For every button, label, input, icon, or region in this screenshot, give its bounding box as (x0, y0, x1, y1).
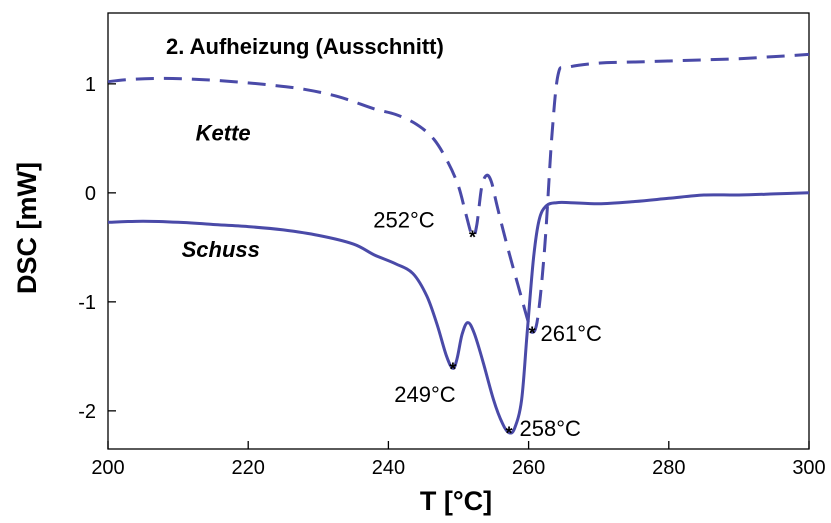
x-tick-label: 260 (512, 457, 545, 479)
y-tick-label: 0 (85, 183, 96, 205)
series-line-kette (107, 52, 810, 334)
peak-annotation-label: 258°C (519, 416, 581, 441)
plot-frame (107, 12, 810, 450)
peak-annotation-label: 252°C (373, 208, 435, 233)
peak-marker: * (505, 424, 512, 444)
y-tick-label: -1 (78, 292, 96, 314)
y-tick-label: 1 (85, 74, 96, 96)
axis-ticks: 200 220 240 260 280 300 1 0 -1 -2 (78, 74, 825, 479)
peak-marker: * (449, 359, 456, 379)
x-axis-title: T [°C] (420, 486, 492, 516)
y-axis-title: DSC [mW] (12, 162, 42, 294)
peak-annotation-label: 249°C (394, 382, 456, 407)
x-tick-label: 220 (232, 457, 265, 479)
peak-marker: * (469, 227, 476, 247)
chart-title: 2. Aufheizung (Ausschnitt) (166, 34, 444, 59)
y-tick-label: -2 (78, 401, 96, 423)
x-tick-label: 300 (792, 457, 825, 479)
series-label-kette: Kette (196, 121, 251, 146)
series-layer (107, 52, 810, 435)
peak-annotation-label: 261°C (541, 321, 603, 346)
peak-marker: * (529, 323, 536, 343)
series-line-schuss (107, 191, 810, 435)
x-tick-label: 240 (372, 457, 405, 479)
x-tick-label: 280 (652, 457, 685, 479)
series-label-schuss: Schuss (182, 237, 260, 262)
x-tick-label: 200 (91, 457, 124, 479)
